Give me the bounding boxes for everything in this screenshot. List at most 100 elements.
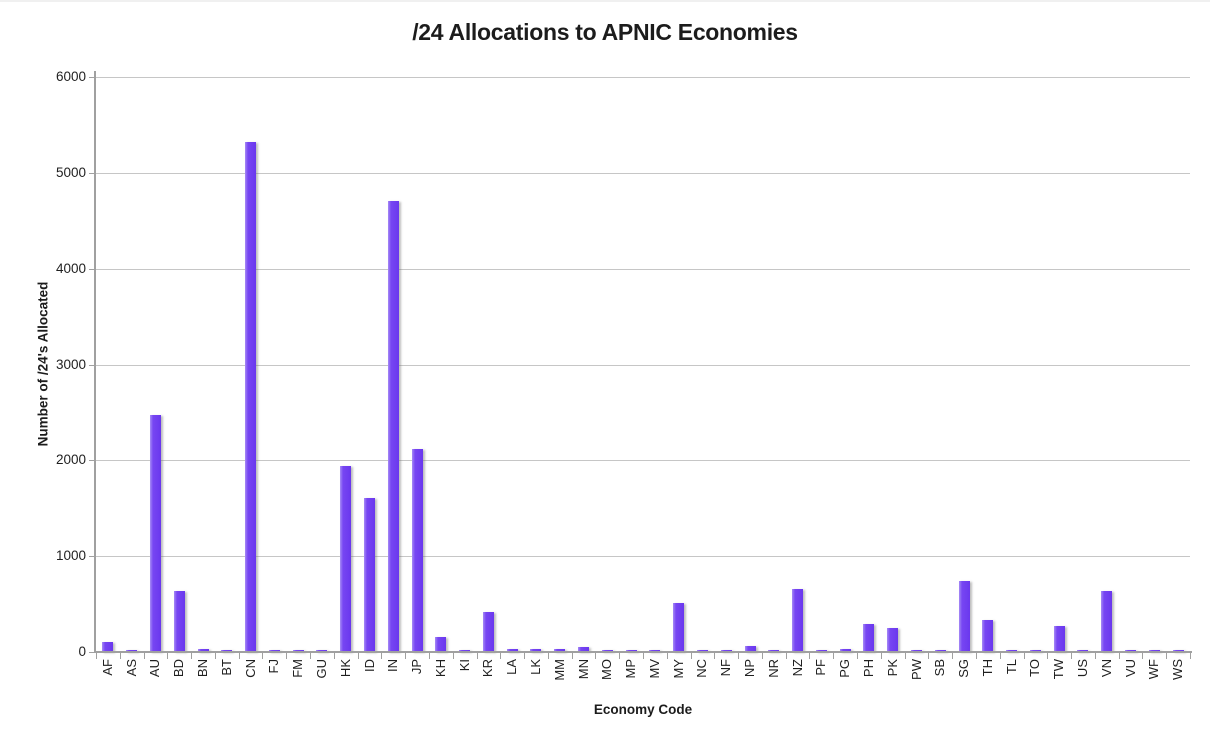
- x-category-label-WS: WS: [1170, 659, 1185, 680]
- x-category-label-PG: PG: [837, 659, 852, 678]
- x-category-label-VU: VU: [1123, 659, 1138, 678]
- x-tick-mark: [619, 653, 620, 659]
- x-tick-mark: [714, 653, 715, 659]
- x-tick-mark: [643, 653, 644, 659]
- x-tick-mark: [524, 653, 525, 659]
- bar-KR: [483, 612, 494, 652]
- x-category-label-PF: PF: [813, 659, 828, 676]
- x-category-label-AF: AF: [100, 659, 115, 676]
- bar-AF: [102, 642, 113, 652]
- x-category-label-KI: KI: [457, 659, 472, 672]
- bar-BN: [198, 649, 209, 652]
- x-tick-mark: [144, 653, 145, 659]
- x-category-label-NZ: NZ: [790, 659, 805, 677]
- y-tick-mark: [89, 77, 96, 78]
- x-category-label-NF: NF: [718, 659, 733, 677]
- bar-NZ: [792, 589, 803, 652]
- y-tick-mark: [89, 652, 96, 653]
- x-tick-mark: [738, 653, 739, 659]
- x-category-label-SB: SB: [932, 659, 947, 677]
- x-category-label-PW: PW: [909, 659, 924, 680]
- bar-TW: [1054, 626, 1065, 652]
- y-tick-label: 0: [78, 644, 86, 659]
- x-tick-mark: [286, 653, 287, 659]
- bar-CN: [245, 142, 256, 652]
- x-tick-mark: [429, 653, 430, 659]
- x-category-label-TH: TH: [980, 659, 995, 677]
- x-category-label-JP: JP: [409, 659, 424, 675]
- x-tick-mark: [500, 653, 501, 659]
- gridline: [96, 173, 1190, 174]
- y-tick-mark: [89, 173, 96, 174]
- x-tick-mark: [786, 653, 787, 659]
- x-category-label-AU: AU: [147, 659, 162, 678]
- x-category-label-FM: FM: [290, 659, 305, 678]
- x-tick-mark: [191, 653, 192, 659]
- x-category-label-WF: WF: [1146, 659, 1161, 680]
- x-category-label-US: US: [1075, 659, 1090, 678]
- bar-PH: [863, 624, 874, 652]
- x-tick-mark: [548, 653, 549, 659]
- x-tick-mark: [572, 653, 573, 659]
- x-tick-mark: [1095, 653, 1096, 659]
- x-tick-mark: [120, 653, 121, 659]
- bar-VN: [1101, 591, 1112, 652]
- bar-MY: [673, 603, 684, 652]
- x-category-label-MY: MY: [671, 659, 686, 679]
- gridline: [96, 460, 1190, 461]
- x-tick-mark: [905, 653, 906, 659]
- gridline: [96, 556, 1190, 557]
- y-tick-mark: [89, 365, 96, 366]
- x-category-label-NC: NC: [694, 659, 709, 678]
- x-category-label-TO: TO: [1027, 659, 1042, 677]
- x-category-label-TW: TW: [1051, 659, 1066, 680]
- x-category-label-FJ: FJ: [266, 659, 281, 674]
- x-tick-mark: [358, 653, 359, 659]
- y-tick-label: 2000: [55, 452, 86, 467]
- x-tick-mark: [1190, 653, 1191, 659]
- x-tick-mark: [952, 653, 953, 659]
- plot-area: [96, 77, 1190, 652]
- bar-TH: [982, 620, 993, 652]
- y-tick-mark: [89, 556, 96, 557]
- x-category-label-IN: IN: [385, 659, 400, 672]
- y-tick-label: 3000: [55, 357, 86, 372]
- x-tick-mark: [881, 653, 882, 659]
- x-axis-line: [94, 651, 1192, 653]
- y-tick-mark: [89, 269, 96, 270]
- x-tick-mark: [1119, 653, 1120, 659]
- x-tick-mark: [1071, 653, 1072, 659]
- bar-LK: [530, 649, 541, 652]
- x-tick-mark: [667, 653, 668, 659]
- x-category-label-LA: LA: [504, 659, 519, 675]
- x-tick-mark: [1142, 653, 1143, 659]
- x-tick-mark: [857, 653, 858, 659]
- x-tick-mark: [381, 653, 382, 659]
- bar-MM: [554, 649, 565, 652]
- x-category-label-MM: MM: [552, 659, 567, 681]
- x-tick-mark: [928, 653, 929, 659]
- x-category-label-PK: PK: [885, 659, 900, 677]
- bar-SG: [959, 581, 970, 652]
- x-category-label-ID: ID: [362, 659, 377, 672]
- x-category-label-NP: NP: [742, 659, 757, 678]
- bar-LA: [507, 649, 518, 652]
- x-category-label-HK: HK: [338, 659, 353, 678]
- bar-PG: [840, 649, 851, 652]
- x-axis-title: Economy Code: [593, 702, 693, 717]
- y-tick-label: 1000: [55, 548, 86, 563]
- x-category-label-TL: TL: [1004, 659, 1019, 675]
- x-category-label-MO: MO: [599, 659, 614, 680]
- y-tick-mark: [89, 460, 96, 461]
- x-tick-mark: [453, 653, 454, 659]
- gridline: [96, 77, 1190, 78]
- gridline: [96, 269, 1190, 270]
- x-tick-mark: [833, 653, 834, 659]
- y-axis-line: [94, 71, 96, 652]
- y-tick-label: 5000: [55, 165, 86, 180]
- x-tick-mark: [262, 653, 263, 659]
- x-tick-mark: [1000, 653, 1001, 659]
- x-category-label-NR: NR: [766, 659, 781, 678]
- x-category-label-BT: BT: [219, 659, 234, 676]
- x-tick-mark: [96, 653, 97, 659]
